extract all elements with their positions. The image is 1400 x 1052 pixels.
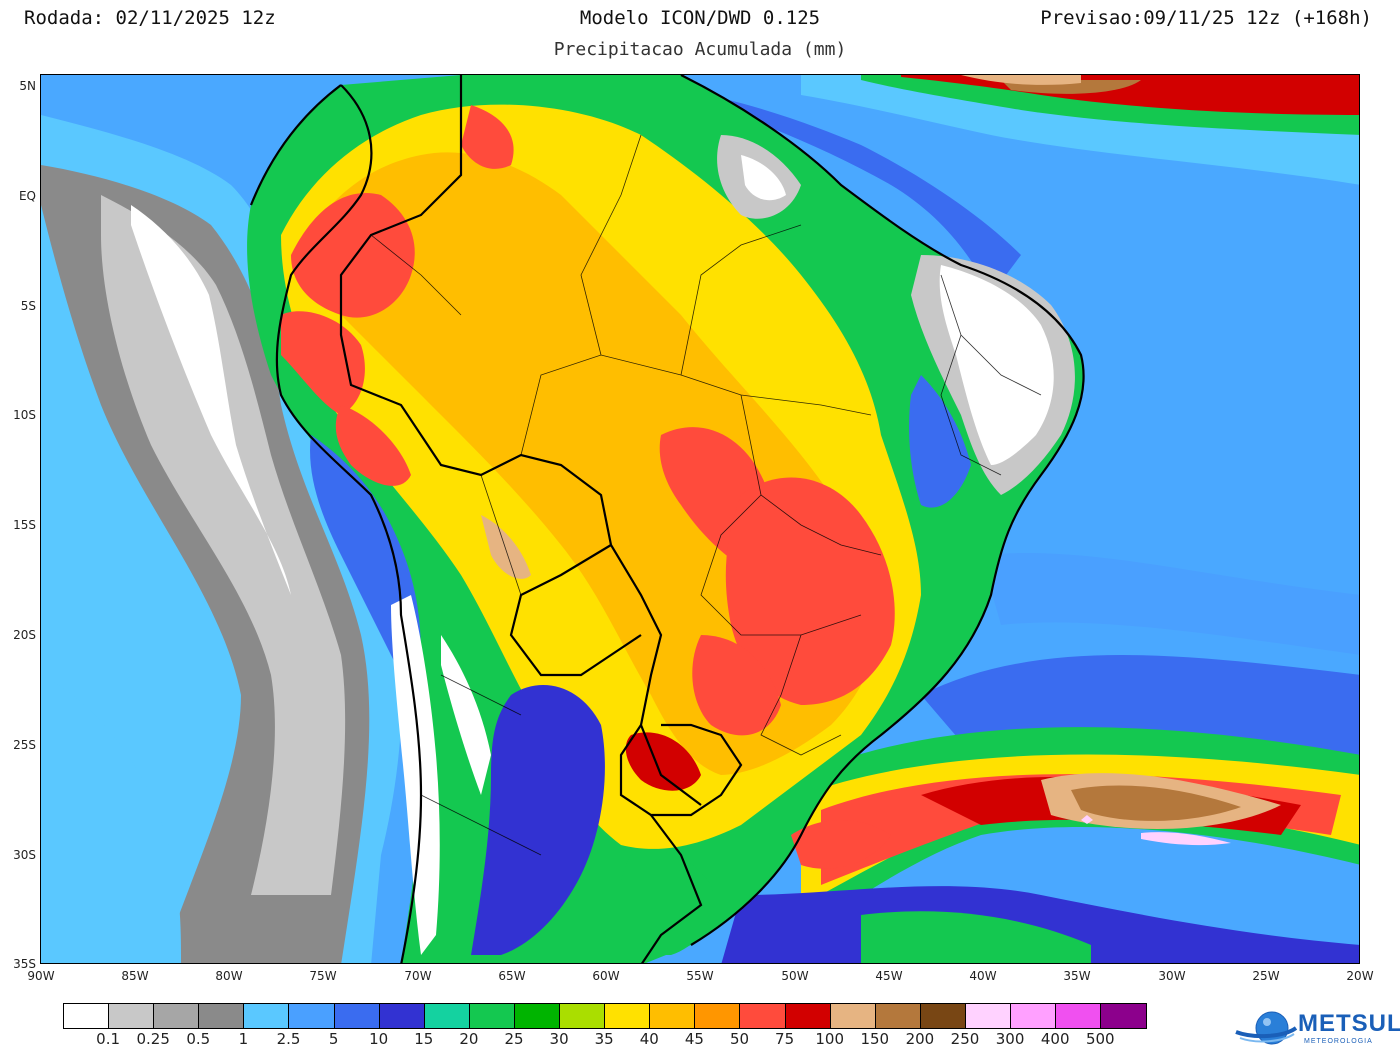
colorbar-label: 150 [860,1030,890,1048]
colorbar-label: 0.1 [96,1030,121,1048]
lon-label: 25W [1252,969,1280,983]
lon-label: 55W [686,969,714,983]
lat-label-5n: 5N [19,79,36,93]
logo-subtitle: METEOROLOGIA [1304,1038,1373,1045]
colorbar-swatch [469,1004,515,1028]
colorbar-swatch [199,1004,245,1028]
colorbar-swatch [109,1004,155,1028]
lat-label-30s: 30S [13,848,36,862]
lon-label: 65W [498,969,526,983]
colorbar-label: 500 [1085,1030,1115,1048]
colorbar-swatch [605,1004,651,1028]
globe-icon [1235,1011,1298,1045]
colorbar-label: 250 [950,1030,980,1048]
lon-label: 75W [309,969,337,983]
lat-label-20s: 20S [13,628,36,642]
colorbar-label: 100 [815,1030,844,1048]
colorbar-label: 0.25 [136,1030,170,1048]
colorbar-swatch [64,1004,110,1028]
lon-label: 85W [121,969,149,983]
colorbar-label: 5 [328,1030,339,1048]
precipitation-colorbar [63,1003,1148,1029]
colorbar-swatch [424,1004,470,1028]
lon-label: 80W [215,969,243,983]
colorbar-swatch [920,1004,966,1028]
lon-label: 70W [404,969,432,983]
run-date: Rodada: 02/11/2025 12z [24,7,276,29]
precipitation-map-graphic [41,75,1359,963]
colorbar-label: 300 [995,1030,1025,1048]
lat-label-25s: 25S [13,738,36,752]
colorbar-swatch [154,1004,200,1028]
colorbar-swatch [875,1004,921,1028]
lat-label-15s: 15S [13,518,36,532]
colorbar-swatch [965,1004,1011,1028]
colorbar-label: 2.5 [276,1030,301,1048]
colorbar-swatch [1056,1004,1102,1028]
lon-label: 35W [1063,969,1091,983]
colorbar-swatch [740,1004,786,1028]
colorbar-label: 40 [639,1030,659,1048]
lat-label-5s: 5S [20,299,36,313]
colorbar-label: 200 [905,1030,935,1048]
colorbar-label: 25 [504,1030,524,1048]
lon-label: 50W [781,969,809,983]
colorbar-swatch [334,1004,380,1028]
forecast-date: Previsao:09/11/25 12z (+168h) [1040,7,1372,29]
precipitation-map [40,74,1360,964]
lon-label: 45W [875,969,903,983]
colorbar-label: 10 [369,1030,389,1048]
colorbar-swatch [785,1004,831,1028]
colorbar-label: 20 [459,1030,479,1048]
lat-label-10s: 10S [13,408,36,422]
lon-label: 40W [969,969,997,983]
colorbar-swatch [650,1004,696,1028]
logo-name: METSUL [1298,1010,1400,1037]
model-title: Modelo ICON/DWD 0.125 [579,7,821,29]
lon-label: 60W [592,969,620,983]
colorbar-swatch [514,1004,561,1028]
colorbar-label: 50 [729,1030,750,1048]
colorbar-label: 15 [414,1030,434,1048]
lat-label-eq: EQ [18,189,36,203]
colorbar-swatch [289,1004,335,1028]
lon-label: 20W [1346,969,1374,983]
colorbar-label: 1 [238,1030,249,1048]
colorbar-label: 30 [549,1030,569,1048]
lat-label-35s: 35S [13,957,36,971]
colorbar-swatch [830,1004,876,1028]
product-title: Precipitacao Acumulada (mm) [553,39,847,60]
colorbar-swatch [1101,1004,1147,1028]
colorbar-swatch [695,1004,741,1028]
colorbar-swatch [244,1004,290,1028]
colorbar-swatch [379,1004,425,1028]
colorbar-label: 45 [684,1030,704,1048]
lon-label: 30W [1158,969,1186,983]
colorbar-label: 75 [775,1030,795,1048]
lon-label: 90W [27,969,55,983]
colorbar-label: 0.5 [186,1030,211,1048]
colorbar-swatch [560,1004,606,1028]
metsul-logo: METSUL METEOROLOGIA [1232,1008,1400,1048]
colorbar-swatch [1010,1004,1057,1028]
colorbar-label: 35 [594,1030,614,1048]
colorbar-label: 400 [1040,1030,1070,1048]
